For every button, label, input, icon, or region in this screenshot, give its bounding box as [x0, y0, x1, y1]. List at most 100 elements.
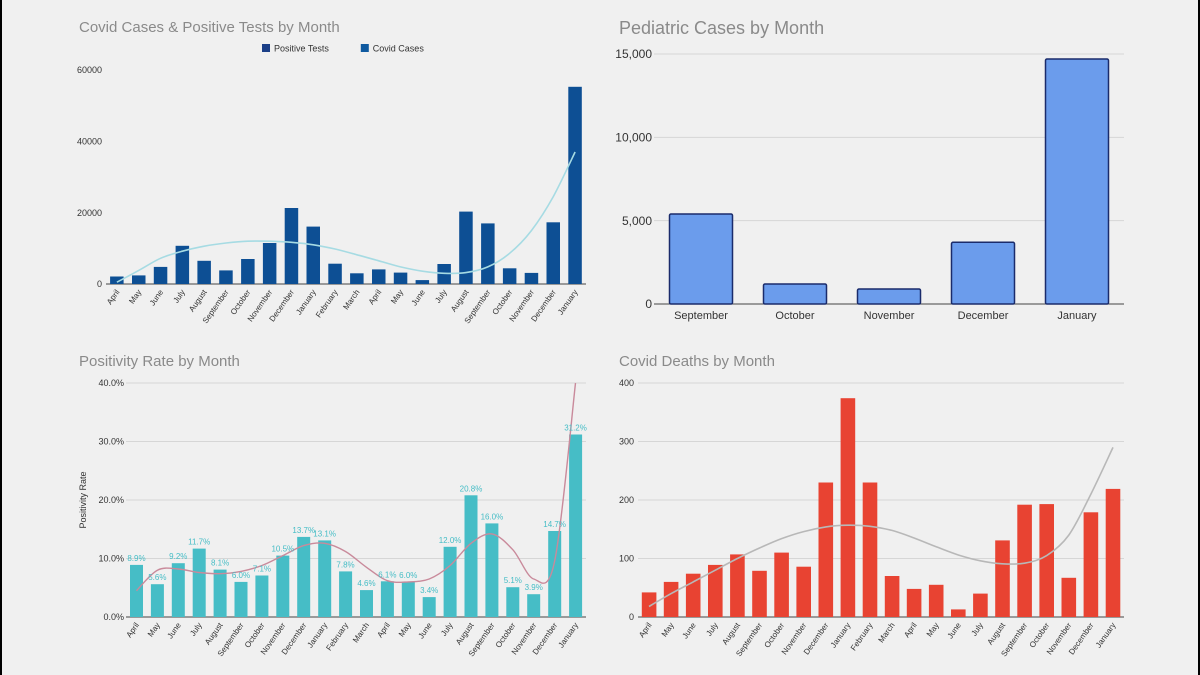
y-tick-label: 10.0% [98, 554, 124, 564]
y-tick-label: 30.0% [98, 437, 124, 447]
bar [132, 275, 146, 284]
bar [262, 243, 277, 284]
x-tick-label: June [166, 621, 184, 641]
bar [995, 540, 1010, 617]
legend-swatch [360, 44, 369, 52]
x-tick-label: March [877, 621, 897, 644]
bar [1039, 504, 1054, 617]
bar [255, 575, 269, 617]
x-tick-label: April [637, 621, 654, 639]
x-tick-label: April [902, 621, 919, 639]
bar [951, 609, 966, 617]
bar [1083, 512, 1099, 617]
bar [950, 241, 1016, 305]
bar [328, 263, 342, 284]
x-tick-label: October [775, 310, 814, 322]
x-tick-label: June [410, 288, 428, 308]
bar [1044, 58, 1110, 305]
data-label: 10.5% [271, 545, 294, 554]
legend-swatch [262, 44, 270, 52]
bar [818, 482, 834, 617]
chart-title: Pediatric Cases by Month [619, 18, 824, 38]
bar [569, 434, 583, 617]
chart-2: Pediatric Cases by Month 0 5,000 10,000 15,0… [615, 18, 1124, 322]
bar [306, 226, 320, 284]
bar [862, 482, 878, 617]
bar [422, 597, 436, 617]
bar [485, 523, 499, 617]
data-label: 3.9% [525, 583, 543, 592]
bar [1105, 488, 1121, 617]
bar [192, 548, 206, 617]
bar [546, 222, 560, 284]
x-tick-label: April [125, 621, 142, 639]
bar [393, 272, 408, 284]
bar [401, 581, 415, 617]
x-tick-label: February [314, 288, 340, 319]
data-label: 31.2% [564, 423, 587, 432]
bar [527, 594, 541, 617]
data-label: 14.7% [543, 520, 566, 529]
y-tick-label: 10,000 [615, 131, 652, 145]
x-tick-label: April [367, 288, 384, 306]
chart-title: Covid Cases & Positive Tests by Month [79, 19, 340, 36]
x-tick-label: July [439, 621, 455, 638]
bar [1061, 577, 1077, 617]
bar [443, 546, 457, 617]
x-tick-label: January [829, 621, 853, 649]
legend-entry: Covid Cases [373, 44, 425, 54]
bar [171, 563, 185, 617]
x-tick-label: July [970, 621, 986, 638]
data-label: 16.0% [481, 512, 504, 521]
x-tick-label: January [1094, 621, 1118, 649]
x-tick-label: May [146, 621, 162, 639]
bar [318, 540, 332, 617]
x-tick-label: June [946, 621, 964, 641]
x-tick-label: March [351, 621, 371, 644]
x-tick-label: November [864, 310, 915, 322]
x-tick-label: July [433, 288, 449, 305]
bar [668, 213, 734, 305]
bar [973, 593, 988, 617]
x-tick-label: June [416, 621, 434, 641]
x-tick-label: August [449, 287, 471, 313]
data-label: 4.6% [357, 579, 375, 588]
data-label: 7.8% [336, 560, 354, 569]
bar [685, 573, 701, 617]
bar [360, 590, 373, 617]
bar [372, 269, 386, 284]
bar [663, 581, 679, 617]
bar [219, 270, 233, 284]
data-label: 8.9% [127, 554, 145, 563]
bar [506, 587, 520, 617]
data-label: 20.8% [460, 484, 483, 493]
chart-3: Positivity Rate by Month 0.0% 10.0% 20.0% 30… [78, 353, 587, 658]
x-tick-label: May [660, 621, 676, 639]
x-tick-label: August [454, 620, 476, 646]
y-tick-label: 400 [619, 378, 634, 388]
data-label: 13.1% [313, 529, 336, 538]
bar [730, 554, 745, 617]
bar [339, 571, 353, 617]
y-tick-label: 0 [645, 297, 652, 311]
x-tick-label: September [674, 310, 728, 322]
bar [350, 273, 364, 284]
chart-title: Covid Deaths by Month [619, 353, 775, 370]
bar [175, 245, 190, 284]
data-label: 6.1% [378, 570, 396, 579]
bar [708, 564, 723, 617]
bar [297, 536, 311, 617]
y-tick-label: 40.0% [98, 378, 124, 388]
y-tick-label: 15,000 [615, 47, 652, 61]
data-label: 7.1% [253, 564, 271, 573]
bar [796, 566, 811, 617]
chart-1: Covid Cases & Positive Tests by Month 0 20… [77, 19, 586, 325]
data-label: 6.0% [232, 571, 250, 580]
x-tick-label: January [556, 288, 580, 316]
data-label: 13.7% [292, 526, 315, 535]
x-tick-label: August [187, 287, 209, 313]
bar [234, 581, 248, 617]
bar [464, 495, 478, 617]
x-tick-label: July [188, 621, 204, 638]
